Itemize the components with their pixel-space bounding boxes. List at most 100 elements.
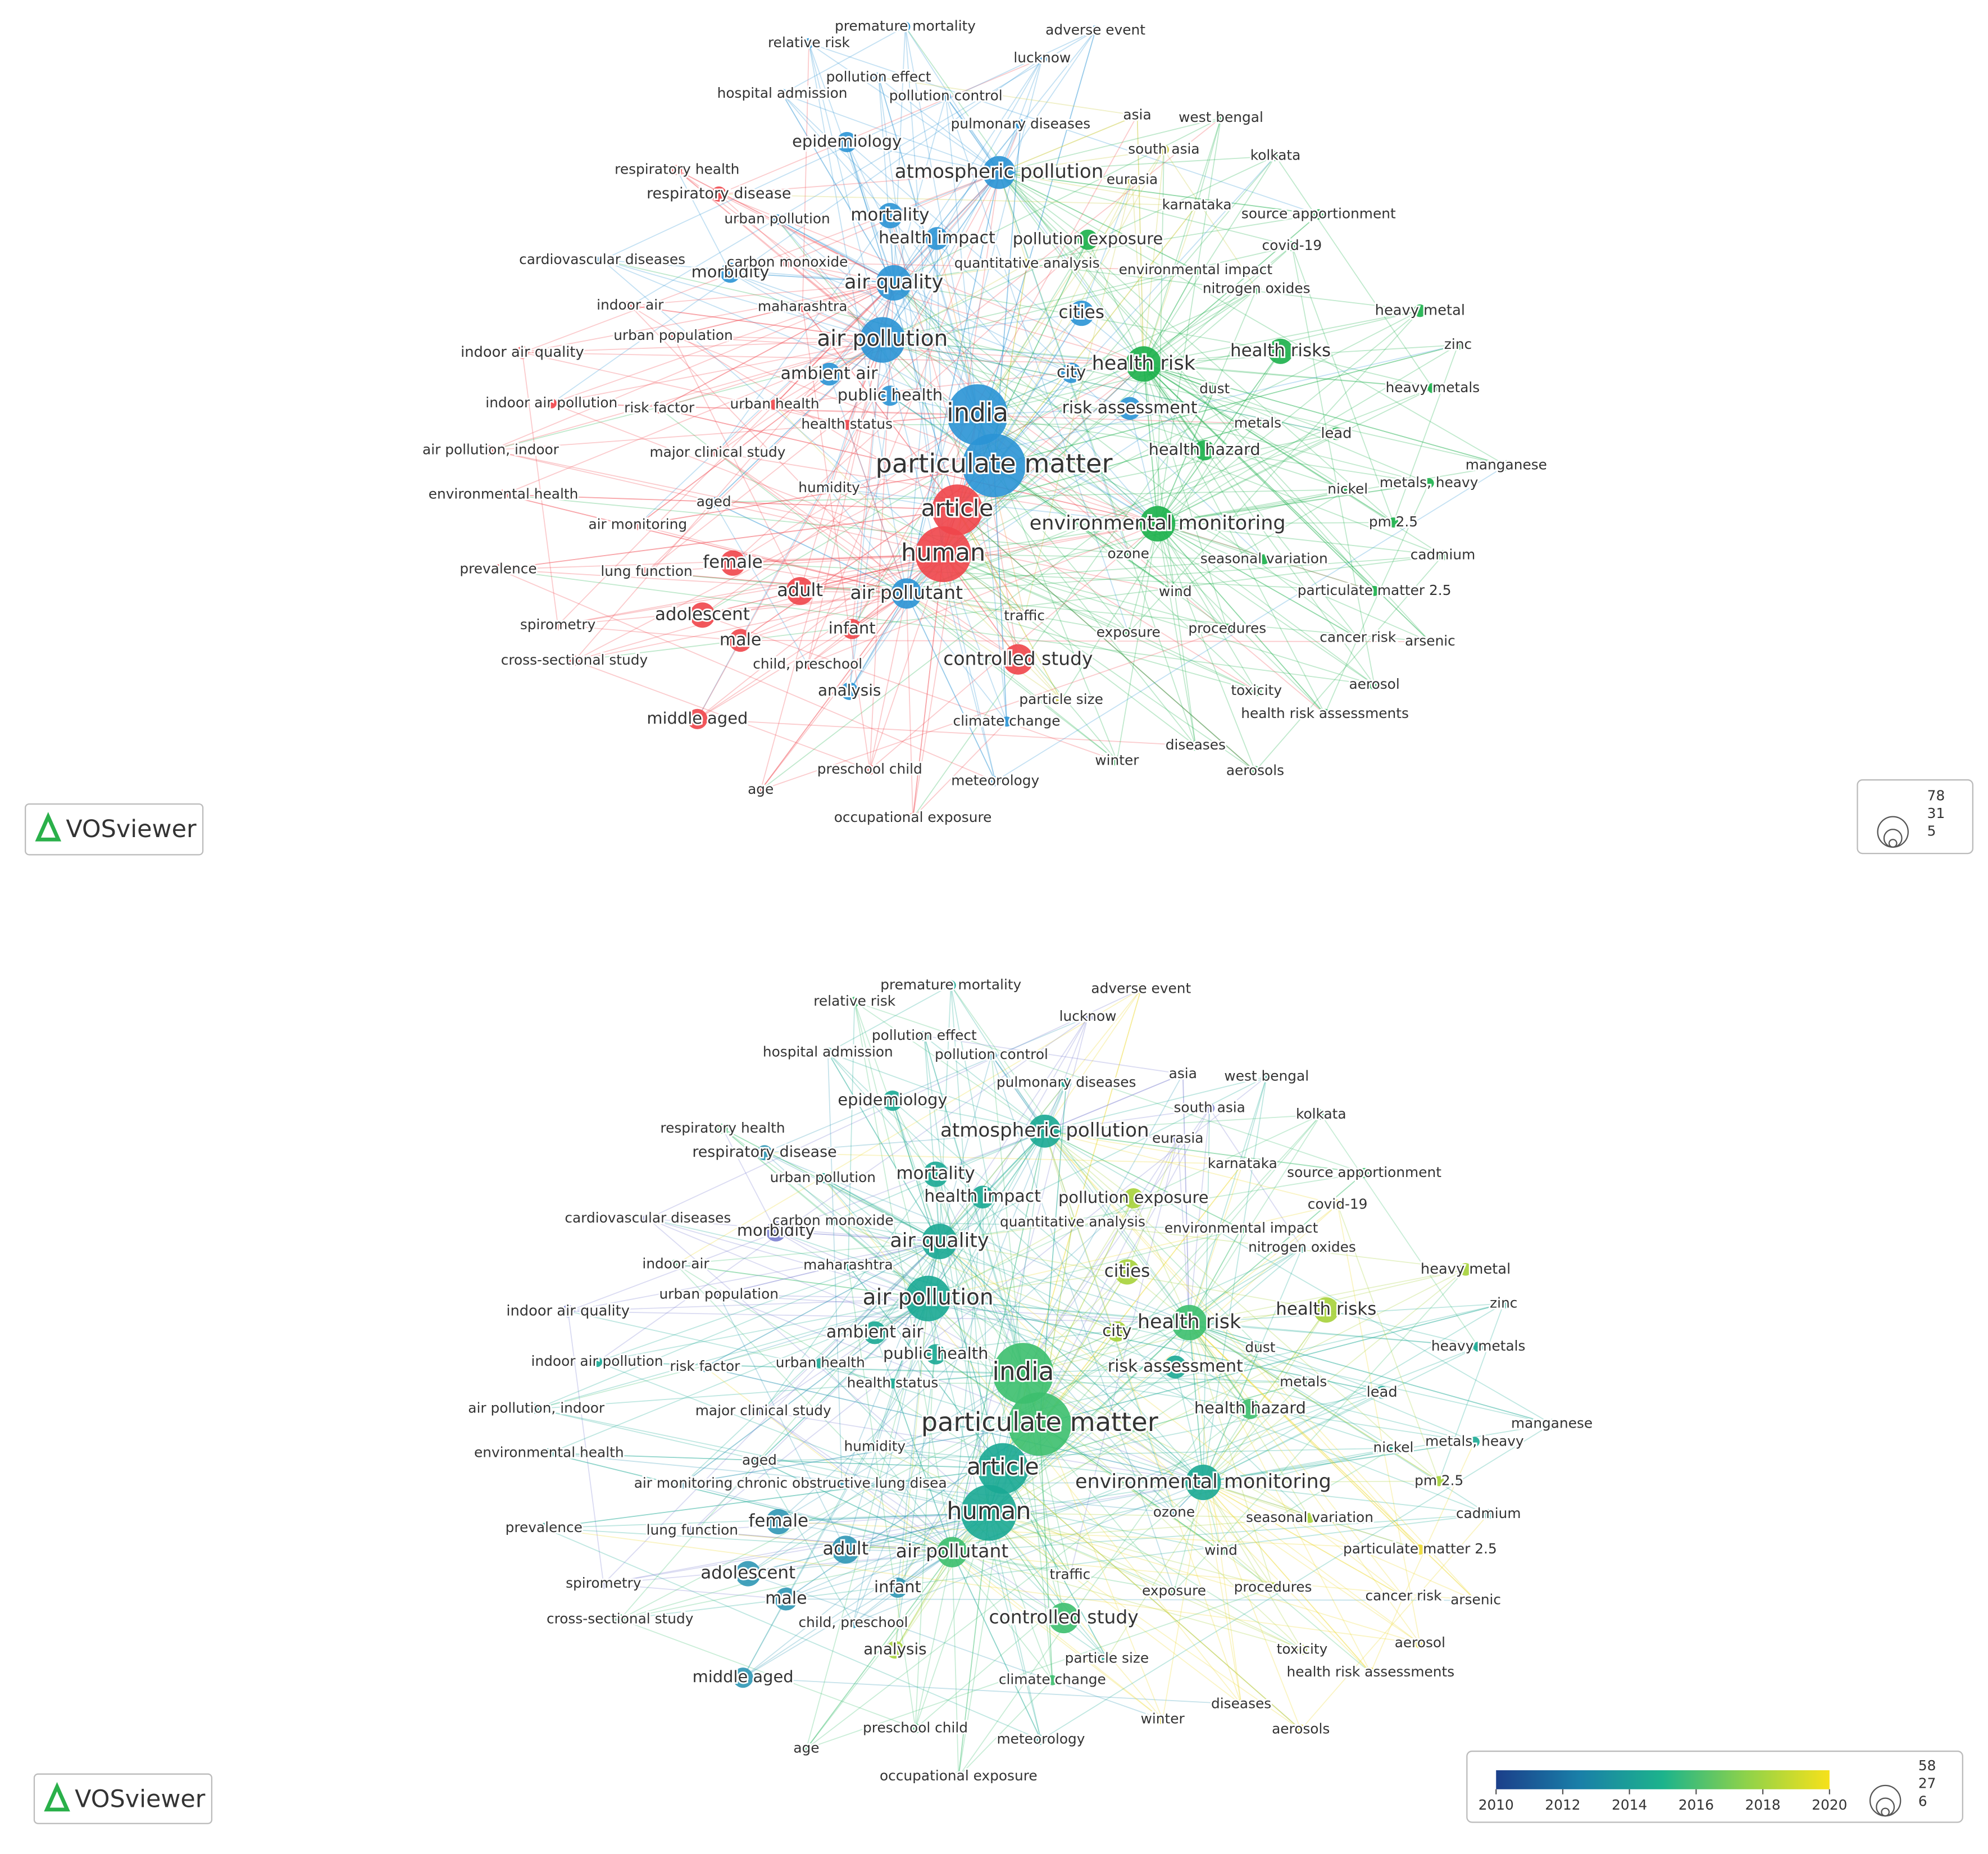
node <box>1067 1217 1078 1228</box>
edge <box>536 1240 940 1410</box>
node <box>865 765 875 775</box>
node-label: environmental monitoring <box>1075 1471 1331 1493</box>
node-label: lead <box>1367 1384 1398 1401</box>
edge <box>1157 433 1337 525</box>
edge <box>557 553 944 626</box>
node-label: preschool child <box>863 1719 968 1735</box>
edge <box>781 93 894 283</box>
edge <box>1039 1424 1222 1552</box>
edge <box>991 1055 1175 1592</box>
node <box>1459 1263 1472 1276</box>
edge <box>893 26 906 283</box>
node <box>720 262 741 283</box>
edge <box>827 985 952 1053</box>
node-label: hospital admission <box>763 1043 893 1060</box>
edge <box>854 1002 953 1552</box>
edge <box>722 1128 777 1232</box>
edge <box>722 1128 940 1242</box>
node <box>711 186 727 202</box>
node-label: winter <box>1141 1711 1185 1727</box>
node <box>1136 984 1147 994</box>
edge <box>906 593 1117 762</box>
edge <box>999 172 1196 271</box>
node-label: prevalence <box>460 561 536 577</box>
node <box>1414 1544 1425 1555</box>
node <box>485 445 496 456</box>
edge <box>882 339 1257 692</box>
edge <box>730 272 1158 525</box>
edge <box>1203 1076 1267 1483</box>
edge <box>950 985 1190 1323</box>
edge <box>1203 1247 1303 1483</box>
edge <box>498 509 958 570</box>
node-label: toxicity <box>1277 1641 1328 1657</box>
edge <box>1157 523 1326 715</box>
edge <box>1157 524 1197 746</box>
node <box>1064 1570 1075 1580</box>
node-label: pm 2.5 <box>1369 514 1418 530</box>
edge <box>999 172 1507 466</box>
edge <box>952 1346 1479 1553</box>
edge <box>829 172 1000 375</box>
node <box>1236 1224 1247 1234</box>
edge <box>893 58 1043 283</box>
node-label: indoor air pollution <box>485 394 617 411</box>
edge <box>630 305 883 340</box>
node-label: particulate matter <box>921 1407 1159 1437</box>
edge <box>1023 1247 1303 1374</box>
node-label: urban pollution <box>770 1169 876 1185</box>
node-label: preschool child <box>817 761 922 777</box>
node-label: eurasia <box>1107 171 1158 188</box>
node-label: aerosol <box>1349 676 1399 692</box>
edge <box>1143 363 1337 434</box>
node-label: health impact <box>924 1187 1041 1206</box>
edge <box>1203 1310 1327 1483</box>
node <box>1320 708 1330 719</box>
node-label: male <box>720 630 761 649</box>
node <box>859 317 906 363</box>
size-legend-label: 5 <box>1927 823 1936 839</box>
edge <box>774 282 894 405</box>
node <box>1498 1298 1509 1309</box>
node <box>836 131 857 152</box>
node-label: respiratory disease <box>647 185 791 202</box>
edge <box>820 1241 940 1364</box>
node <box>1163 1355 1187 1379</box>
node-label: article <box>967 1453 1039 1480</box>
edge <box>1039 1303 1504 1425</box>
edge <box>1023 1269 1466 1374</box>
edge <box>1044 1130 1476 1601</box>
edge <box>1326 1309 1479 1347</box>
edge <box>893 172 1000 284</box>
edge <box>1189 1303 1504 1324</box>
node-label: pm 2.5 <box>1414 1472 1463 1488</box>
node-label: occupational exposure <box>880 1767 1038 1784</box>
edge <box>1157 351 1281 524</box>
node <box>1295 1724 1306 1735</box>
logo-text: VOSviewer <box>66 815 197 843</box>
edge <box>827 1052 940 1242</box>
edge <box>603 1241 940 1584</box>
node <box>782 257 793 268</box>
edge <box>551 58 1043 404</box>
node <box>1177 1069 1188 1079</box>
edge <box>906 172 1000 594</box>
edge <box>718 193 1144 365</box>
edge <box>943 553 1375 685</box>
edge <box>603 1512 989 1585</box>
edge <box>776 219 1158 524</box>
edge <box>764 1152 1190 1324</box>
node-label: health risks <box>1276 1299 1376 1319</box>
node-label: adolescent <box>655 604 750 624</box>
size-legend-circle <box>1888 839 1898 848</box>
edge <box>1337 1204 1440 1482</box>
node <box>863 1321 886 1344</box>
edge <box>558 593 907 626</box>
node <box>1483 1508 1494 1520</box>
edge <box>1242 1076 1267 1165</box>
edge <box>882 58 1043 340</box>
edge <box>924 1036 940 1242</box>
edge <box>939 1241 1204 1483</box>
edge <box>722 1128 1204 1483</box>
edge <box>1157 523 1326 715</box>
